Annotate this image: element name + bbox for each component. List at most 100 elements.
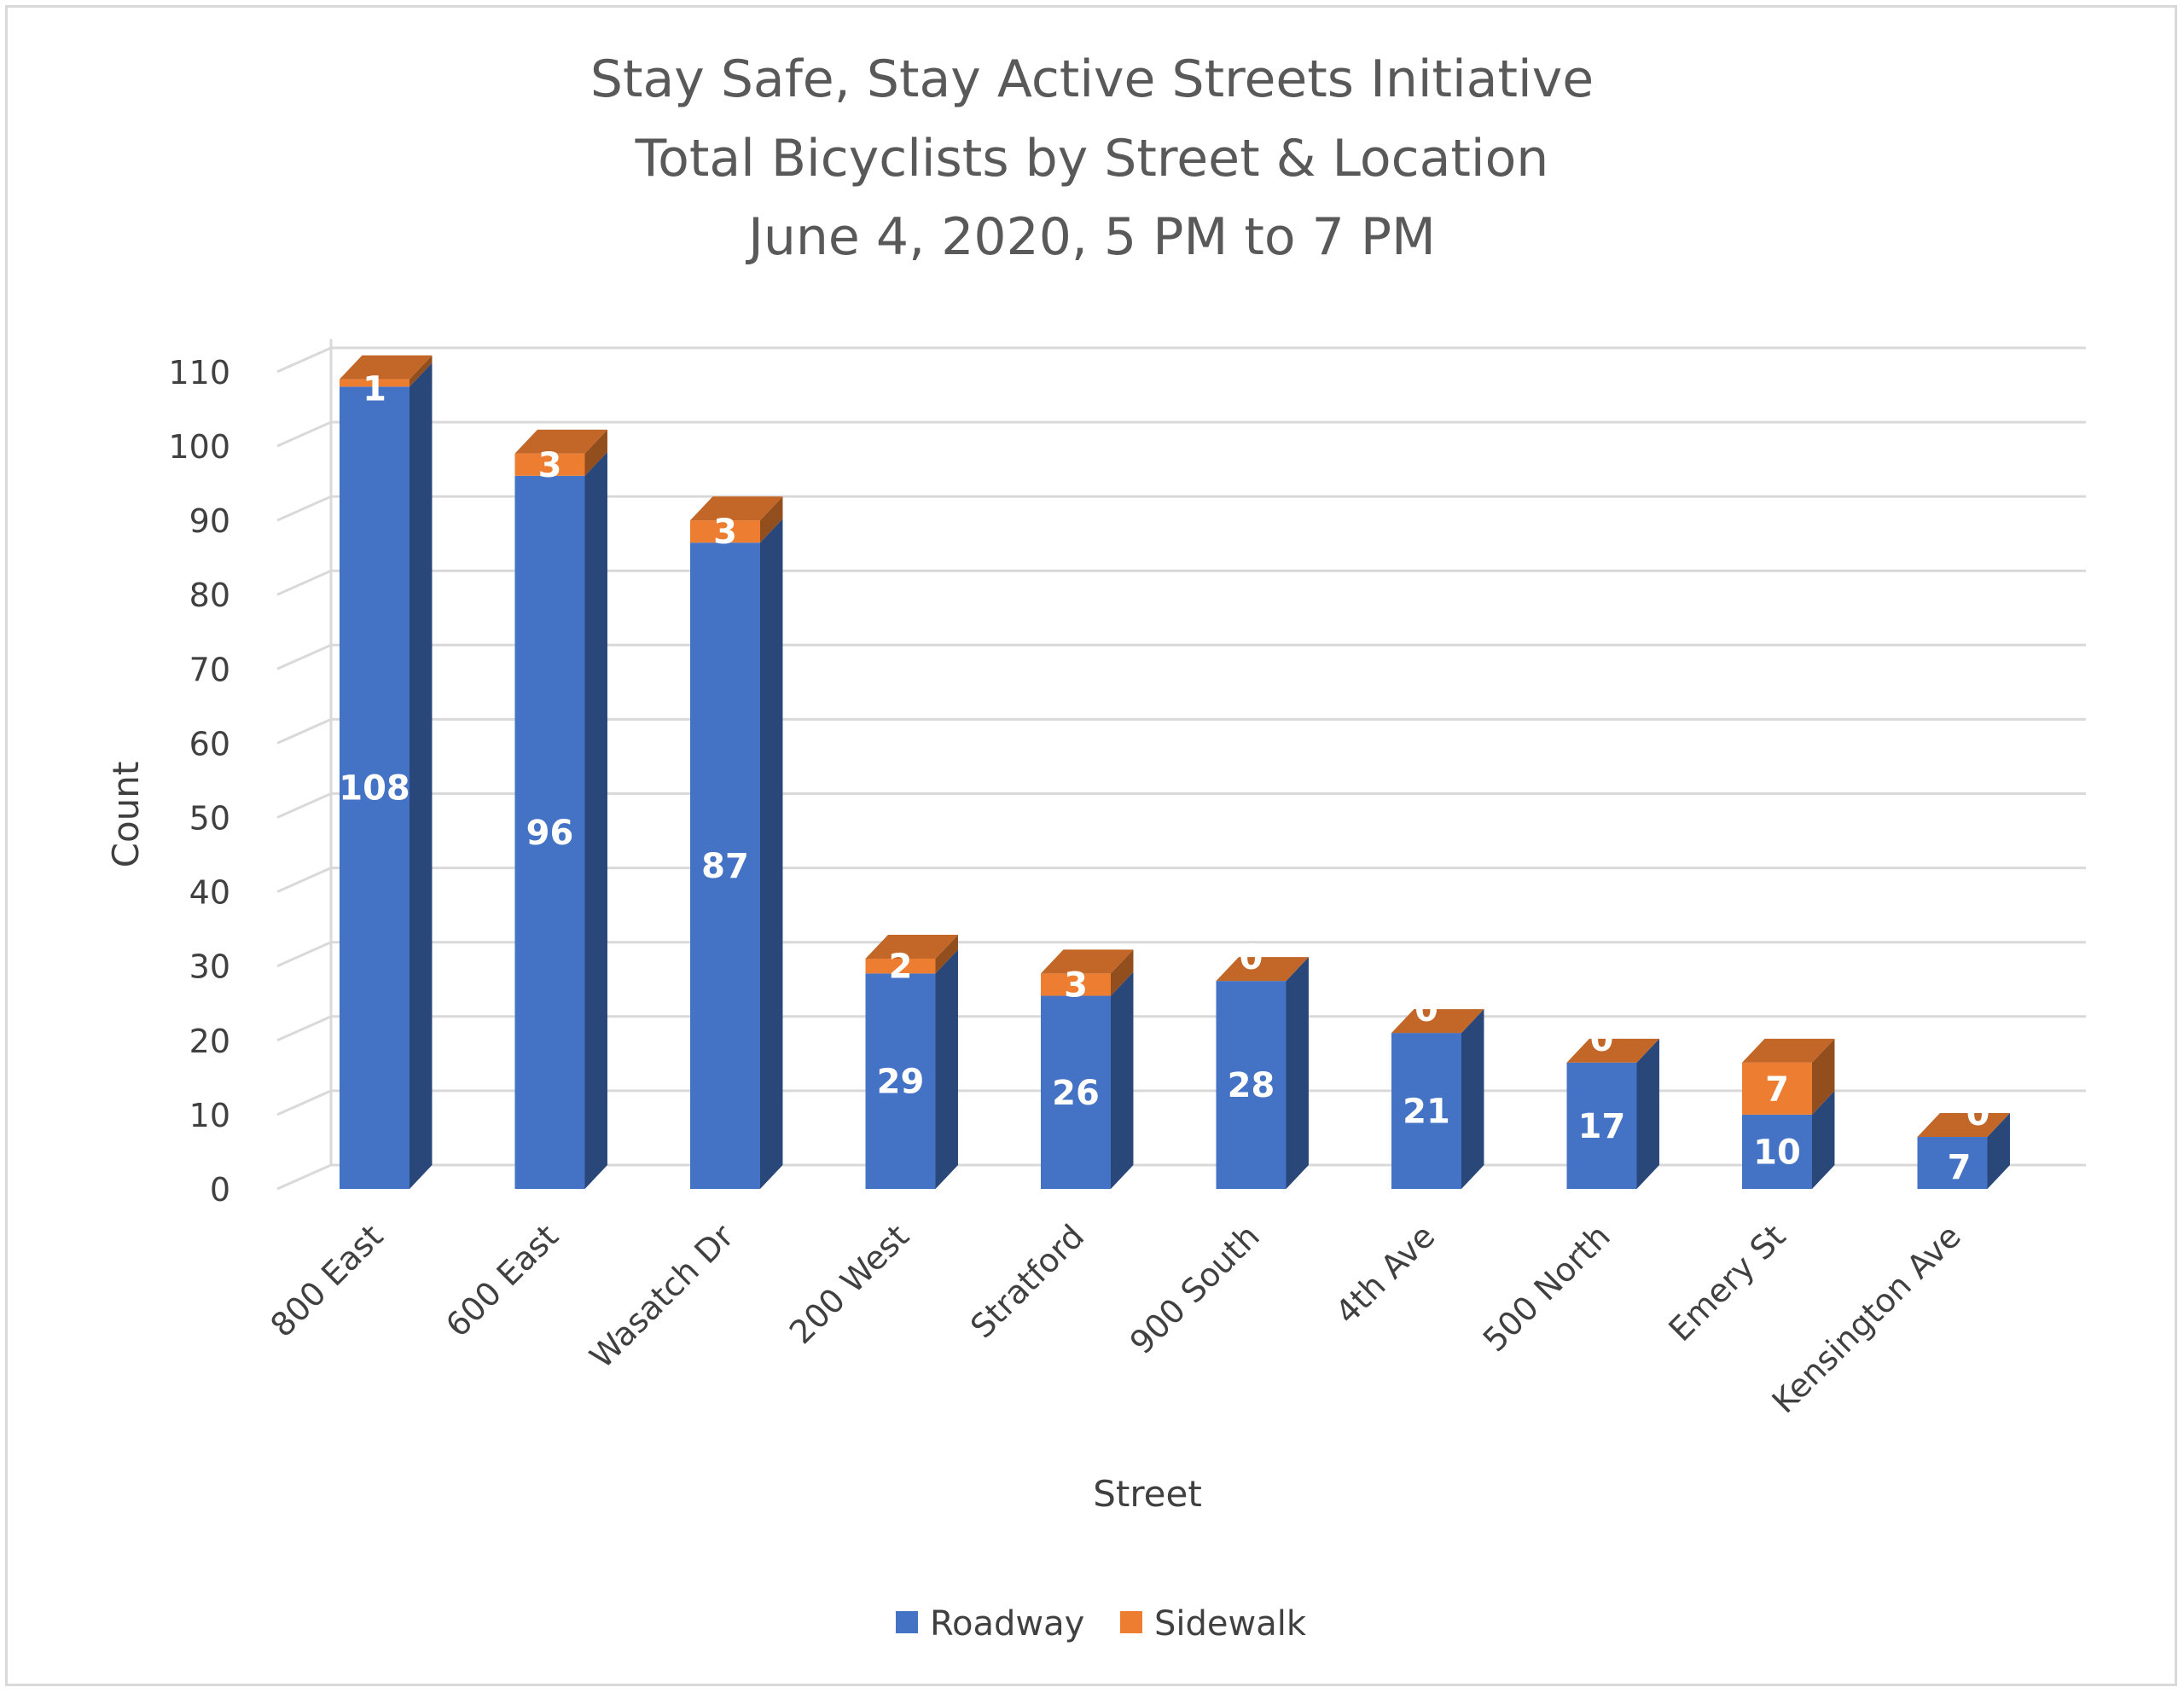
bar-stack-kensington-ave [1917, 1113, 2010, 1189]
chart-title: Stay Safe, Stay Active Streets Initiativ… [590, 49, 1594, 267]
bar-stack-500-north [1566, 1038, 1659, 1189]
title-line-3: June 4, 2020, 5 PM to 7 PM [745, 207, 1436, 267]
y-tick-label: 70 [189, 651, 230, 688]
gridline-depth [276, 495, 332, 522]
bar-roadway [1566, 1062, 1637, 1189]
x-tick-label: Stratford [963, 1217, 1091, 1345]
bar-roadway [690, 542, 760, 1189]
bar-roadway [340, 386, 410, 1189]
gridlines [276, 339, 2086, 1191]
bar-sidewalk [690, 520, 760, 543]
y-tick-label: 100 [168, 428, 230, 466]
data-labels: 108 1 96 3 87 3 29 2 26 3 28 0 21 0 17 0 10 7 7 0 [339, 369, 1989, 1187]
x-tick-label: 4th Ave [1328, 1217, 1443, 1331]
bar-side-roadway [1636, 1038, 1659, 1189]
y-axis-title: Count [105, 762, 147, 868]
data-label-sidewalk: 0 [1414, 990, 1438, 1029]
gridline-depth [276, 792, 332, 819]
data-label-sidewalk: 0 [1966, 1094, 1990, 1133]
bar-roadway [1216, 981, 1287, 1189]
bar-sidewalk [865, 958, 936, 974]
bar-side-sidewalk [1812, 1038, 1835, 1115]
data-label-sidewalk: 3 [538, 446, 562, 485]
gridline-depth [276, 1015, 332, 1042]
chart-frame [5, 5, 2177, 1686]
data-label-sidewalk: 3 [713, 513, 737, 552]
x-axis-ticks: 800 East 600 East Wasatch Dr 200 West Stratf… [263, 1217, 1967, 1421]
gridline-depth [276, 420, 332, 448]
bar-top [1742, 1038, 1835, 1063]
title-line-1: Stay Safe, Stay Active Streets Initiativ… [590, 49, 1594, 109]
bar-roadway [865, 973, 936, 1189]
bar-roadway [1742, 1114, 1812, 1189]
y-tick-label: 110 [168, 354, 230, 391]
bar-top [865, 934, 958, 959]
bar-top [1216, 957, 1309, 982]
y-tick-label: 20 [189, 1023, 230, 1060]
bar-sidewalk [340, 379, 410, 387]
bar-sidewalk [1742, 1062, 1812, 1115]
bar-side-roadway [584, 451, 607, 1189]
bar-top [514, 429, 607, 454]
data-label-sidewalk: 7 [1765, 1070, 1789, 1109]
data-label-roadway: 96 [526, 814, 574, 853]
bar-side-roadway [1286, 957, 1309, 1189]
bar-side-roadway [1461, 1009, 1484, 1189]
bar-stack-4th-ave [1391, 1009, 1484, 1189]
data-label-roadway: 21 [1403, 1093, 1450, 1132]
bar-side-sidewalk [935, 934, 958, 974]
data-label-roadway: 26 [1052, 1074, 1100, 1113]
gridline-depth [276, 718, 332, 745]
bar-top [1391, 1009, 1484, 1034]
bar-side-roadway [1987, 1113, 2010, 1189]
bar-stack-emery-st [1742, 1038, 1835, 1189]
bar-sidewalk [514, 453, 585, 476]
bar-roadway [1917, 1137, 1988, 1189]
x-tick-label: Emery St [1661, 1217, 1792, 1348]
x-axis-title: Street [1093, 1473, 1202, 1515]
bar-stack-900-south [1216, 957, 1309, 1189]
y-tick-label: 80 [189, 577, 230, 614]
gridline-depth [276, 1089, 332, 1116]
gridline-depth [276, 346, 332, 374]
y-tick-label: 40 [189, 874, 230, 912]
bar-side-roadway [1812, 1090, 1835, 1189]
bar-side-sidewalk [760, 496, 783, 543]
gridline-depth [276, 1163, 332, 1191]
data-label-roadway: 87 [701, 847, 749, 886]
bar-stack-800-east [340, 355, 433, 1189]
bar-top [1917, 1113, 2010, 1138]
gridline-depth [276, 941, 332, 968]
x-tick-label: 200 West [782, 1217, 916, 1351]
x-tick-label: 500 North [1476, 1217, 1618, 1359]
data-label-roadway: 7 [1948, 1148, 1972, 1187]
gridline-depth [276, 643, 332, 670]
data-label-sidewalk: 3 [1064, 965, 1088, 1005]
bar-side-sidewalk [410, 355, 433, 387]
y-tick-label: 10 [189, 1097, 230, 1134]
bar-stack-600-east [514, 429, 607, 1189]
bar-top [1566, 1038, 1659, 1063]
y-tick-label: 30 [189, 948, 230, 986]
bar-top [340, 355, 433, 380]
data-label-roadway: 28 [1228, 1066, 1275, 1105]
bar-roadway [1041, 995, 1111, 1189]
bar-roadway [514, 475, 585, 1189]
y-tick-label: 90 [189, 502, 230, 540]
data-label-sidewalk: 2 [889, 948, 913, 987]
bar-sidewalk [1041, 973, 1111, 996]
bar-side-sidewalk [1111, 949, 1134, 996]
y-tick-label: 0 [210, 1171, 230, 1209]
data-label-roadway: 108 [339, 769, 410, 809]
bar-side-roadway [1111, 971, 1134, 1189]
bar-side-sidewalk [584, 429, 607, 476]
y-tick-label: 50 [189, 800, 230, 838]
bar-top [1041, 949, 1134, 974]
bar-stack-200-west [865, 934, 958, 1189]
legend-label-sidewalk: Sidewalk [1154, 1604, 1307, 1644]
data-label-roadway: 29 [877, 1063, 925, 1102]
x-tick-label: Wasatch Dr [583, 1217, 741, 1376]
legend-swatch-sidewalk [1120, 1611, 1142, 1633]
data-label-sidewalk: 0 [1590, 1020, 1614, 1059]
